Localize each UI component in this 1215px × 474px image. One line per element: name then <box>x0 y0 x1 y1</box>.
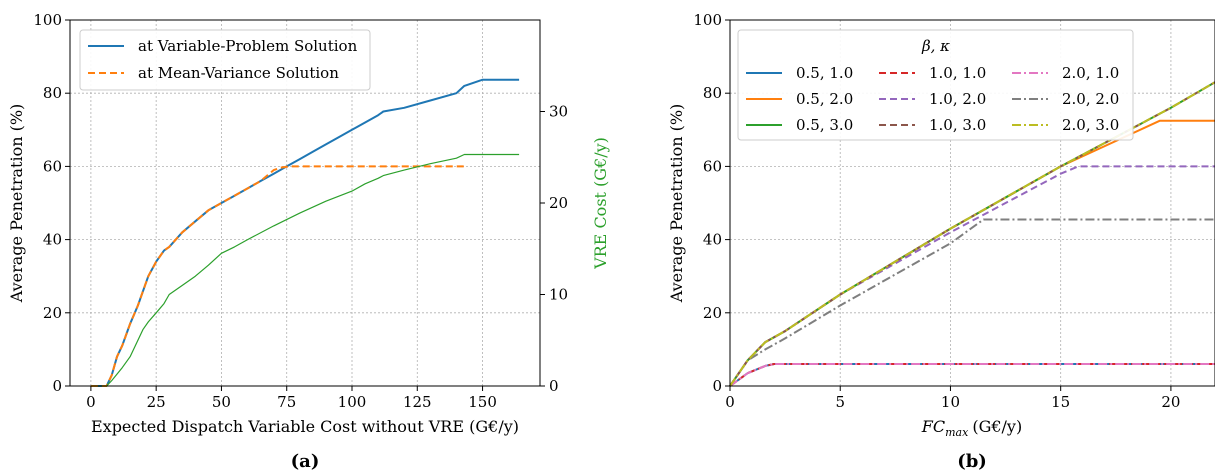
panel-b-series-0-line <box>729 363 1215 387</box>
panel-a-y-tick-label-3: 60 <box>43 157 62 175</box>
panel-a-x-ticks: 0 25 50 75 100 125 150 <box>86 386 497 411</box>
panel-b-y-tick-label-2: 40 <box>703 231 722 249</box>
panel-a-y-ticks: 0 20 40 60 80 100 <box>33 11 70 395</box>
legend-label-6: 2.0, 1.0 <box>1062 64 1119 82</box>
panel-b-frame <box>729 19 1215 387</box>
panel-b-legend: β, κ 0.5, 1.0 0.5, 2.0 0.5, 3.0 1.0, 1.0 1.0… <box>737 29 1134 141</box>
panel-b-x-axis-label-sub: max <box>945 426 969 439</box>
panel-a-label: (a) <box>291 451 320 472</box>
panel-a-y2-axis-label: VRE Cost (G€/y) <box>591 137 610 270</box>
legend-label-3: 1.0, 1.0 <box>929 64 986 82</box>
legend-label-5: 1.0, 3.0 <box>929 116 986 134</box>
panel-a-series-1-line <box>90 165 465 387</box>
panel-b-series-8-line <box>729 81 1215 387</box>
panel-a-y2-tick-label-1: 10 <box>549 286 568 304</box>
panel-a-x-tick-label-0: 0 <box>86 393 96 411</box>
legend-label-0: 0.5, 1.0 <box>796 64 853 82</box>
panel-a-series-2-line <box>90 153 520 387</box>
panel-b-legend-box <box>737 29 1134 141</box>
panel-b: 0 5 10 15 20 0 20 40 60 80 100 FCmax (G€/y) Averag… <box>667 11 1215 472</box>
panel-b-series-6-line <box>729 363 1215 387</box>
panel-a-y-axis-label: Average Penetration (%) <box>7 104 26 304</box>
panel-b-series-7-line <box>729 218 1215 387</box>
panel-b-y-tick-label-1: 20 <box>703 304 722 322</box>
legend-label-8: 2.0, 3.0 <box>1062 116 1119 134</box>
panel-a-y-tick-label-4: 80 <box>43 84 62 102</box>
panel-a-y2-tick-label-0: 0 <box>549 377 559 395</box>
panel-a-y2-tick-label-2: 20 <box>549 194 568 212</box>
panel-a: 0 25 50 75 100 125 150 0 20 40 60 80 100 0 10 20 30 Ex… <box>7 11 610 472</box>
panel-b-x-tick-label-1: 5 <box>835 393 845 411</box>
panel-a-x-tick-label-4: 100 <box>338 393 367 411</box>
panel-a-x-tick-label-3: 75 <box>277 393 296 411</box>
legend-label-mean-variance: at Mean-Variance Solution <box>138 64 339 82</box>
panel-a-y-tick-label-5: 100 <box>33 11 62 29</box>
panel-a-y-tick-label-2: 40 <box>43 231 62 249</box>
panel-a-x-tick-label-2: 50 <box>212 393 231 411</box>
panel-b-x-tick-label-0: 0 <box>725 393 735 411</box>
panel-b-x-tick-label-2: 10 <box>941 393 960 411</box>
panel-b-y-tick-label-0: 0 <box>712 377 722 395</box>
panel-b-series-4-line <box>729 165 1215 387</box>
panel-b-y-tick-label-4: 80 <box>703 84 722 102</box>
panel-a-y2-tick-label-3: 30 <box>549 103 568 121</box>
panel-a-x-tick-label-5: 125 <box>403 393 432 411</box>
panel-a-x-tick-label-6: 150 <box>468 393 497 411</box>
panel-b-x-axis-label: FCmax (G€/y) <box>921 417 1022 439</box>
panel-a-legend-box <box>79 29 371 91</box>
legend-label-4: 1.0, 2.0 <box>929 90 986 108</box>
panel-b-label: (b) <box>957 451 987 472</box>
legend-label-variable-problem: at Variable-Problem Solution <box>138 37 358 55</box>
panel-b-series-1-line <box>729 119 1215 387</box>
panel-b-x-axis-label-unit: (G€/y) <box>972 417 1022 436</box>
legend-label-7: 2.0, 2.0 <box>1062 90 1119 108</box>
panel-a-y-tick-label-1: 20 <box>43 304 62 322</box>
panel-a-y2-ticks: 0 10 20 30 <box>540 103 568 395</box>
panel-b-series-3-line <box>729 363 1215 387</box>
panel-a-series-0-line <box>90 78 520 387</box>
panel-a-legend: at Variable-Problem Solution at Mean-Var… <box>79 29 371 91</box>
panel-b-y-axis-label: Average Penetration (%) <box>667 104 686 304</box>
panel-b-y-tick-label-3: 60 <box>703 157 722 175</box>
panel-a-series <box>90 78 520 387</box>
panel-b-y-tick-label-5: 100 <box>693 11 722 29</box>
panel-b-x-axis-label-main: FC <box>921 417 945 436</box>
panel-a-x-tick-label-1: 25 <box>147 393 166 411</box>
panel-a-y-tick-label-0: 0 <box>52 377 62 395</box>
panel-b-y-ticks: 0 20 40 60 80 100 <box>693 11 730 395</box>
panel-b-x-tick-label-3: 15 <box>1051 393 1070 411</box>
panel-a-x-axis-label: Expected Dispatch Variable Cost without … <box>91 417 519 436</box>
legend-label-1: 0.5, 2.0 <box>796 90 853 108</box>
panel-b-legend-title: β, κ <box>921 37 950 55</box>
panel-b-x-ticks: 0 5 10 15 20 <box>725 386 1180 411</box>
legend-label-2: 0.5, 3.0 <box>796 116 853 134</box>
panel-b-x-tick-label-4: 20 <box>1161 393 1180 411</box>
